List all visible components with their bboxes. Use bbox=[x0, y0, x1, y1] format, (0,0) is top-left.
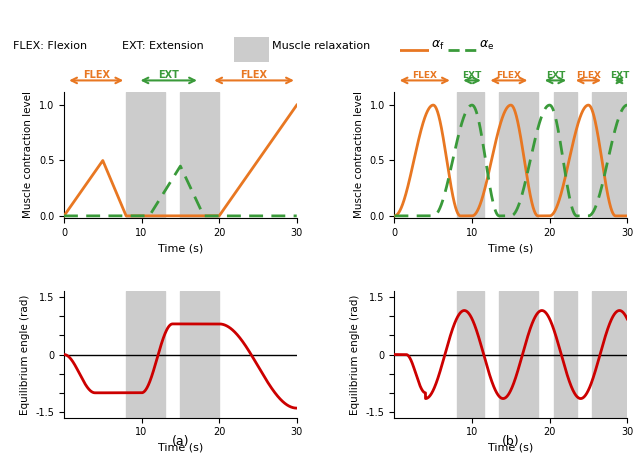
Text: EXT: EXT bbox=[462, 72, 482, 80]
Text: EXT: EXT bbox=[610, 72, 629, 80]
Text: FLEX: FLEX bbox=[412, 72, 437, 80]
Bar bbox=[499, 92, 538, 218]
Text: (b): (b) bbox=[502, 436, 520, 448]
Text: $\alpha_\mathrm{e}$: $\alpha_\mathrm{e}$ bbox=[479, 39, 494, 52]
Bar bbox=[126, 92, 165, 218]
Bar bbox=[554, 92, 577, 218]
Text: FLEX: FLEX bbox=[576, 72, 601, 80]
Bar bbox=[592, 92, 627, 218]
Bar bbox=[456, 92, 484, 218]
Y-axis label: Equilibrium engle (rad): Equilibrium engle (rad) bbox=[20, 294, 30, 415]
Text: EXT: EXT bbox=[158, 70, 179, 80]
Text: $\alpha_\mathrm{f}$: $\alpha_\mathrm{f}$ bbox=[431, 39, 444, 52]
Bar bbox=[554, 291, 577, 418]
Text: (a): (a) bbox=[172, 436, 189, 448]
Text: EXT: EXT bbox=[546, 72, 565, 80]
Text: FLEX: Flexion: FLEX: Flexion bbox=[13, 41, 87, 51]
Bar bbox=[592, 291, 627, 418]
Text: EXT: Extension: EXT: Extension bbox=[122, 41, 204, 51]
Text: FLEX: FLEX bbox=[83, 70, 109, 80]
Bar bbox=[456, 291, 484, 418]
X-axis label: Time (s): Time (s) bbox=[488, 243, 534, 253]
Y-axis label: Equilibrium engle (rad): Equilibrium engle (rad) bbox=[350, 294, 360, 415]
Y-axis label: Muscle contraction level: Muscle contraction level bbox=[354, 91, 364, 218]
Bar bbox=[180, 291, 219, 418]
Text: FLEX: FLEX bbox=[241, 70, 268, 80]
Bar bbox=[126, 291, 165, 418]
Y-axis label: Muscle contraction level: Muscle contraction level bbox=[23, 91, 33, 218]
Bar bbox=[499, 291, 538, 418]
Text: Muscle relaxation: Muscle relaxation bbox=[272, 41, 371, 51]
Text: FLEX: FLEX bbox=[497, 72, 522, 80]
X-axis label: Time (s): Time (s) bbox=[157, 243, 203, 253]
Bar bbox=[180, 92, 219, 218]
X-axis label: Time (s): Time (s) bbox=[157, 443, 203, 453]
X-axis label: Time (s): Time (s) bbox=[488, 443, 534, 453]
